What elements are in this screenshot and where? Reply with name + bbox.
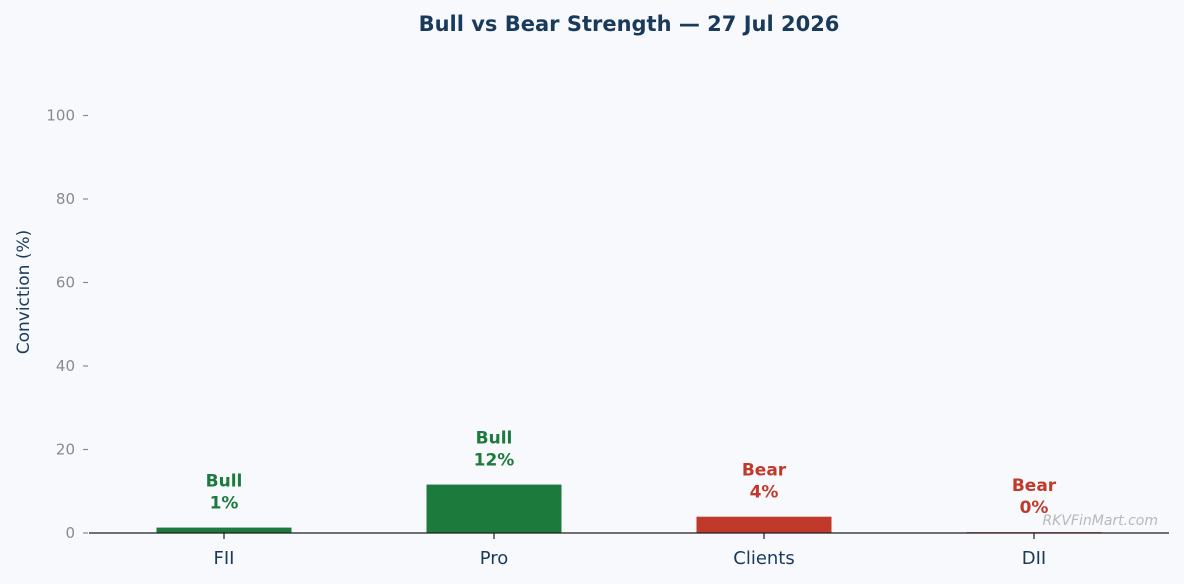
y-tick-label: 40 xyxy=(56,357,75,375)
bar-fii xyxy=(156,527,292,533)
data-label-percent: 12% xyxy=(474,451,515,471)
y-tick-label: 80 xyxy=(56,190,75,208)
data-label-sentiment: Bull xyxy=(206,472,243,492)
y-tick-label: 100 xyxy=(46,107,75,125)
data-label-percent: 1% xyxy=(210,494,239,514)
bar-pro xyxy=(426,484,562,533)
x-tick-label: Pro xyxy=(480,548,509,569)
x-tick-label: FII xyxy=(214,548,235,569)
y-tick-label: 60 xyxy=(56,274,75,292)
chart-title: Bull vs Bear Strength — 27 Jul 2026 xyxy=(419,12,840,36)
data-label-sentiment: Bear xyxy=(742,461,787,481)
data-label-percent: 4% xyxy=(750,483,779,503)
watermark: RKVFinMart.com xyxy=(1042,513,1158,529)
y-axis: 0 20 40 60 80 100 xyxy=(46,107,88,542)
x-tick-label: DII xyxy=(1022,548,1046,569)
y-tick-label: 0 xyxy=(65,524,75,542)
data-label-sentiment: Bull xyxy=(476,429,513,449)
x-tick-label: Clients xyxy=(733,548,795,569)
bar-clients xyxy=(696,516,832,533)
data-label-percent: 0% xyxy=(1020,498,1049,518)
data-label-sentiment: Bear xyxy=(1012,476,1057,496)
y-tick-label: 20 xyxy=(56,441,75,459)
y-axis-label: Conviction (%) xyxy=(14,230,34,355)
bars xyxy=(156,484,1102,533)
x-axis: FII Pro Clients DII xyxy=(214,533,1046,569)
